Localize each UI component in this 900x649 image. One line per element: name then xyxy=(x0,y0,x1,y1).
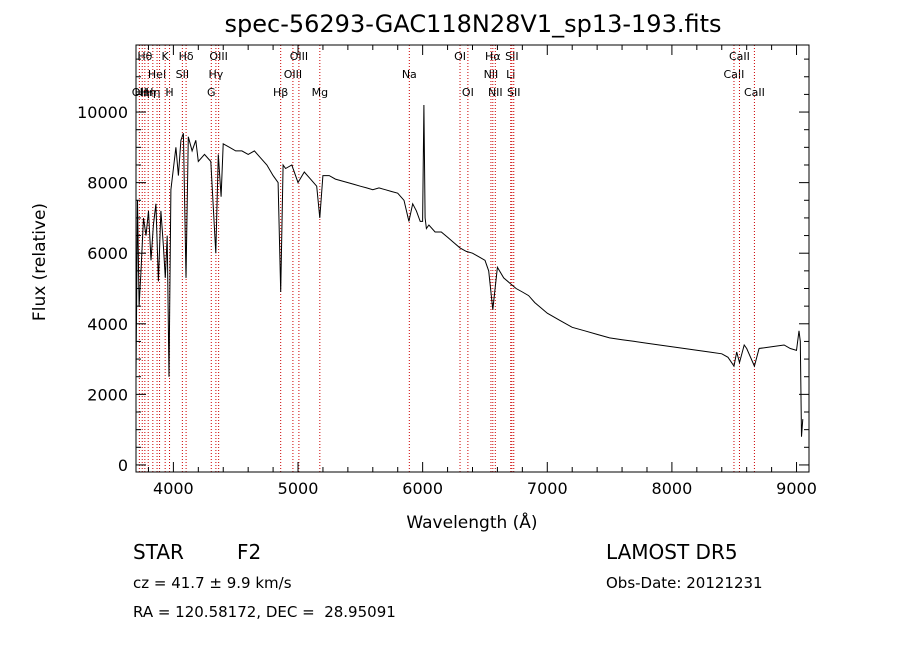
spectral-line-label: CaII xyxy=(724,68,745,81)
spectrum-line xyxy=(135,104,804,437)
spectral-line-label: G xyxy=(207,86,216,99)
y-tick-label: 8000 xyxy=(87,174,128,193)
y-axis-label: Flux (relative) xyxy=(30,203,50,321)
spectral-line-label: Hθ xyxy=(137,50,152,63)
object-subclass: F2 xyxy=(237,540,262,564)
spectral-line-label: CaII xyxy=(729,50,750,63)
spectral-line-label: Na xyxy=(402,68,417,81)
spectral-line-label: NII xyxy=(484,68,499,81)
spectral-line-label: Mg xyxy=(312,86,328,99)
x-axis-label: Wavelength (Å) xyxy=(406,511,537,533)
spectral-line-label: Hη xyxy=(141,86,156,99)
spectral-line-label: OI xyxy=(462,86,474,99)
spectral-line-label: Hδ xyxy=(179,50,194,63)
coordinates: RA = 120.58172, DEC = 28.95091 xyxy=(133,603,396,621)
spectral-line-label: Hα xyxy=(485,50,501,63)
spectral-line-label: SII xyxy=(505,50,518,63)
obs-date: Obs-Date: 20121231 xyxy=(606,574,763,592)
spectral-line-label: OIII xyxy=(290,50,308,63)
spectral-line-label: OIII xyxy=(209,50,227,63)
x-tick-label: 7000 xyxy=(527,479,568,498)
redshift-cz: cz = 41.7 ± 9.9 km/s xyxy=(133,574,292,592)
spectral-line-label: OI xyxy=(454,50,466,63)
spectral-line-label: SII xyxy=(176,68,189,81)
spectral-line-label: HeI xyxy=(148,68,166,81)
spectral-line-label: H xyxy=(165,86,173,99)
x-tick-label: 6000 xyxy=(402,479,443,498)
spectral-line-label: CaII xyxy=(744,86,765,99)
x-tick-label: 4000 xyxy=(153,479,194,498)
x-tick-label: 5000 xyxy=(278,479,319,498)
object-class: STAR xyxy=(133,540,184,564)
spectral-line-label: Hη xyxy=(145,86,160,99)
spectral-line-label: OIII xyxy=(284,68,302,81)
y-tick-label: 6000 xyxy=(87,244,128,263)
spectral-line-label: K xyxy=(162,50,170,63)
spectral-line-label: Hβ xyxy=(273,86,288,99)
spectral-line-label: Hη xyxy=(135,86,150,99)
spectral-line-label: Li xyxy=(506,68,515,81)
survey-name: LAMOST DR5 xyxy=(606,540,738,564)
plot-frame xyxy=(135,44,810,473)
x-tick-label: 8000 xyxy=(652,479,693,498)
y-tick-label: 10000 xyxy=(77,103,128,122)
spectral-line-label: SII xyxy=(507,86,520,99)
spectral-line-label: NII xyxy=(488,86,503,99)
y-tick-label: 2000 xyxy=(87,385,128,404)
chart-title: spec-56293-GAC118N28V1_sp13-193.fits xyxy=(225,10,722,38)
spectral-line-label: Hγ xyxy=(208,68,223,81)
y-tick-label: 4000 xyxy=(87,315,128,334)
x-tick-label: 9000 xyxy=(776,479,817,498)
y-tick-label: 0 xyxy=(118,456,128,475)
plot-area: OIIHηHθHηHηHeIKHSIIHδGHγOIIIHβOIIIOIIIMg… xyxy=(77,45,817,498)
